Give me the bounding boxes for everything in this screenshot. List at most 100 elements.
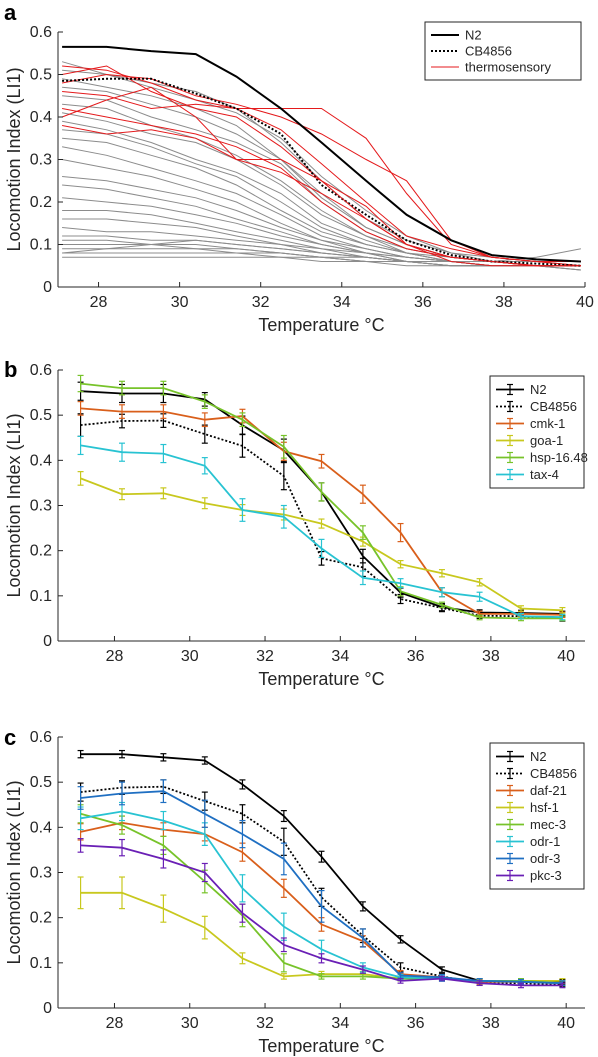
strain-line-12 bbox=[62, 176, 581, 267]
x-tick-label: 40 bbox=[557, 1015, 575, 1032]
strain-line-21 bbox=[62, 248, 581, 271]
x-tick-label: 32 bbox=[256, 1015, 274, 1032]
error-bar bbox=[476, 578, 483, 587]
y-tick-label: 0 bbox=[43, 1000, 52, 1017]
error-bar bbox=[118, 838, 125, 857]
y-tick-label: 0.3 bbox=[30, 498, 52, 515]
error-bar bbox=[559, 613, 566, 621]
legend-item-pkc-3: pkc-3 bbox=[496, 868, 562, 883]
error-bar bbox=[160, 443, 167, 464]
y-tick-label: 0.1 bbox=[30, 955, 52, 972]
legend-label: CB4856 bbox=[530, 766, 577, 781]
x-tick-label: 30 bbox=[171, 294, 189, 311]
error-bar bbox=[280, 842, 287, 876]
legend-label: N2 bbox=[530, 382, 547, 397]
y-tick-label: 0 bbox=[43, 633, 52, 650]
error-bar bbox=[280, 878, 287, 898]
error-bar bbox=[280, 504, 287, 529]
legend-item-CB4856: CB4856 bbox=[496, 399, 577, 414]
error-bar bbox=[476, 614, 483, 621]
legend-label: pkc-3 bbox=[530, 868, 562, 883]
legend-box bbox=[489, 742, 585, 890]
error-bar bbox=[77, 838, 84, 853]
series-line-N2 bbox=[62, 45, 581, 263]
error-bar bbox=[77, 401, 84, 416]
x-tick-label: 32 bbox=[252, 294, 270, 311]
y-tick-label: 0.4 bbox=[30, 452, 52, 469]
error-bar bbox=[280, 810, 287, 823]
error-bar bbox=[476, 980, 483, 987]
error-bar bbox=[239, 412, 246, 428]
y-tick-label: 0.2 bbox=[30, 910, 52, 927]
series-CB4856 bbox=[62, 77, 581, 267]
strain-line-11 bbox=[62, 159, 581, 267]
error-bar bbox=[201, 457, 208, 475]
error-bar bbox=[438, 975, 445, 982]
legend-label: odr-3 bbox=[530, 851, 560, 866]
error-bar bbox=[160, 380, 167, 396]
y-tick-label: 0.5 bbox=[30, 67, 52, 84]
error-bar bbox=[77, 786, 84, 810]
legend-item-odr-1: odr-1 bbox=[496, 834, 560, 849]
y-tick-label: 0.2 bbox=[30, 194, 52, 211]
y-axis-label: Locomotion Index (LI1) bbox=[4, 67, 24, 251]
legend-item-N2: N2 bbox=[496, 749, 547, 764]
error-bar bbox=[397, 522, 404, 543]
error-bar bbox=[77, 413, 84, 437]
error-bar bbox=[559, 982, 566, 989]
error-bar bbox=[280, 912, 287, 941]
strain-line-26 bbox=[62, 73, 581, 267]
legend-item-CB4856: CB4856 bbox=[431, 44, 512, 59]
error-bar bbox=[77, 374, 84, 393]
error-bar bbox=[359, 901, 366, 912]
error-bar bbox=[77, 471, 84, 486]
y-tick-label: 0.3 bbox=[30, 152, 52, 169]
strain-line-10 bbox=[62, 146, 581, 267]
legend-item-N2: N2 bbox=[496, 382, 547, 397]
error-bar bbox=[118, 442, 125, 462]
error-bar bbox=[201, 862, 208, 883]
error-bar bbox=[239, 874, 246, 903]
legend-label: odr-1 bbox=[530, 834, 560, 849]
error-bar bbox=[160, 849, 167, 869]
x-tick-label: 40 bbox=[557, 648, 575, 665]
error-bar bbox=[118, 781, 125, 806]
y-tick-label: 0.3 bbox=[30, 865, 52, 882]
x-tick-label: 28 bbox=[106, 648, 124, 665]
panel-a: a 28 30 32 34 36 38 40 0 0.1 0.2 0.3 0.4 0.5 0.6 Temper… bbox=[4, 0, 594, 335]
y-tick-label: 0 bbox=[43, 279, 52, 296]
error-bar bbox=[318, 850, 325, 863]
error-bar bbox=[239, 903, 246, 923]
x-tick-label: 38 bbox=[482, 648, 500, 665]
y-tick-label: 0.6 bbox=[30, 362, 52, 379]
legend-item-cmk-1: cmk-1 bbox=[496, 416, 565, 431]
series-line-CB4856 bbox=[62, 77, 581, 267]
error-bar bbox=[239, 498, 246, 522]
error-bar bbox=[160, 810, 167, 831]
x-tick-label: 30 bbox=[181, 1015, 199, 1032]
panel-c: c 28 30 32 34 36 38 40 0 0.1 0.2 0.3 0.4 0.5 0.6 Temper… bbox=[4, 725, 585, 1056]
legend-label: tax-4 bbox=[530, 467, 559, 482]
error-bar bbox=[201, 412, 208, 428]
x-tick-label: 34 bbox=[331, 648, 349, 665]
y-tick-label: 0.6 bbox=[30, 24, 52, 41]
y-tick-label: 0.4 bbox=[30, 819, 52, 836]
x-tick-label: 40 bbox=[576, 294, 594, 311]
x-tick-label: 38 bbox=[495, 294, 513, 311]
error-bar bbox=[239, 433, 246, 458]
error-bar bbox=[318, 953, 325, 964]
error-bar bbox=[438, 601, 445, 609]
error-bar bbox=[438, 569, 445, 578]
legend-label: goa-1 bbox=[530, 433, 563, 448]
error-bar bbox=[359, 965, 366, 974]
error-bar bbox=[118, 380, 125, 396]
error-bar bbox=[359, 570, 366, 586]
series-tax-4 bbox=[77, 435, 566, 621]
legend-label: hsp-16.48 bbox=[530, 450, 588, 465]
y-tick-label: 0.2 bbox=[30, 543, 52, 560]
legend-label: N2 bbox=[530, 749, 547, 764]
error-bar bbox=[118, 404, 125, 419]
error-bar bbox=[160, 753, 167, 762]
legend-label: CB4856 bbox=[530, 399, 577, 414]
